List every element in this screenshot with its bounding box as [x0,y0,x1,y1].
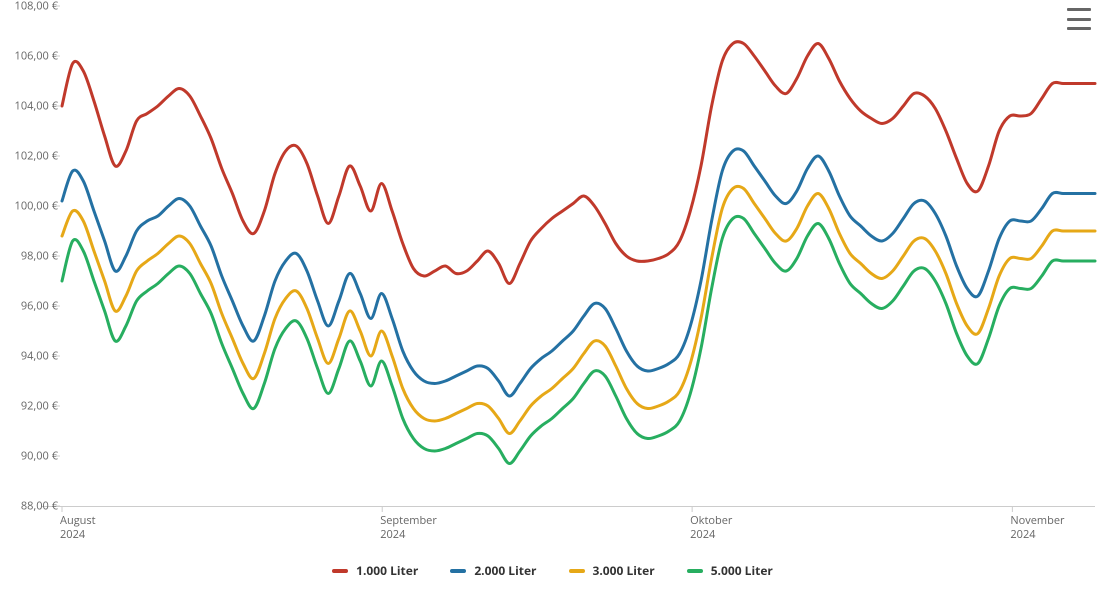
x-tick-year: 2024 [380,528,437,542]
legend-swatch [687,569,703,573]
x-tick-label: September2024 [380,514,437,543]
y-tick-label: 100,00 € [15,199,58,214]
x-tick-month: Oktober [690,514,732,528]
x-tick-year: 2024 [60,528,96,542]
y-tick-label: 108,00 € [15,0,58,14]
legend-item-s2000[interactable]: 2.000 Liter [450,562,536,579]
legend-label: 1.000 Liter [356,562,418,579]
series-line-s1000 [62,42,1095,284]
x-tick-year: 2024 [690,528,732,542]
y-tick-label: 104,00 € [15,99,58,114]
legend-label: 5.000 Liter [711,562,773,579]
legend-label: 3.000 Liter [593,562,655,579]
legend-item-s5000[interactable]: 5.000 Liter [687,562,773,579]
legend-swatch [450,569,466,573]
y-tick-label: 92,00 € [21,399,58,414]
x-tick-month: August [60,514,96,528]
x-tick-month: September [380,514,437,528]
chart-legend: 1.000 Liter 2.000 Liter 3.000 Liter 5.000 L… [0,562,1105,579]
y-tick-label: 106,00 € [15,49,58,64]
legend-item-s1000[interactable]: 1.000 Liter [332,562,418,579]
x-tick-month: November [1010,514,1064,528]
chart-svg [0,0,1105,602]
x-tick-label: November2024 [1010,514,1064,543]
y-tick-label: 98,00 € [21,249,58,264]
y-tick-label: 102,00 € [15,149,58,164]
y-tick-label: 88,00 € [21,499,58,514]
price-chart: 88,00 € 90,00 € 92,00 € 94,00 € 96,00 € 98,00… [0,0,1105,602]
x-tick-year: 2024 [1010,528,1064,542]
series-line-s5000 [62,216,1095,463]
y-tick-label: 94,00 € [21,349,58,364]
legend-label: 2.000 Liter [474,562,536,579]
legend-swatch [569,569,585,573]
y-tick-label: 90,00 € [21,449,58,464]
legend-swatch [332,569,348,573]
x-tick-label: August2024 [60,514,96,543]
legend-item-s3000[interactable]: 3.000 Liter [569,562,655,579]
x-tick-label: Oktober2024 [690,514,732,543]
y-tick-label: 96,00 € [21,299,58,314]
